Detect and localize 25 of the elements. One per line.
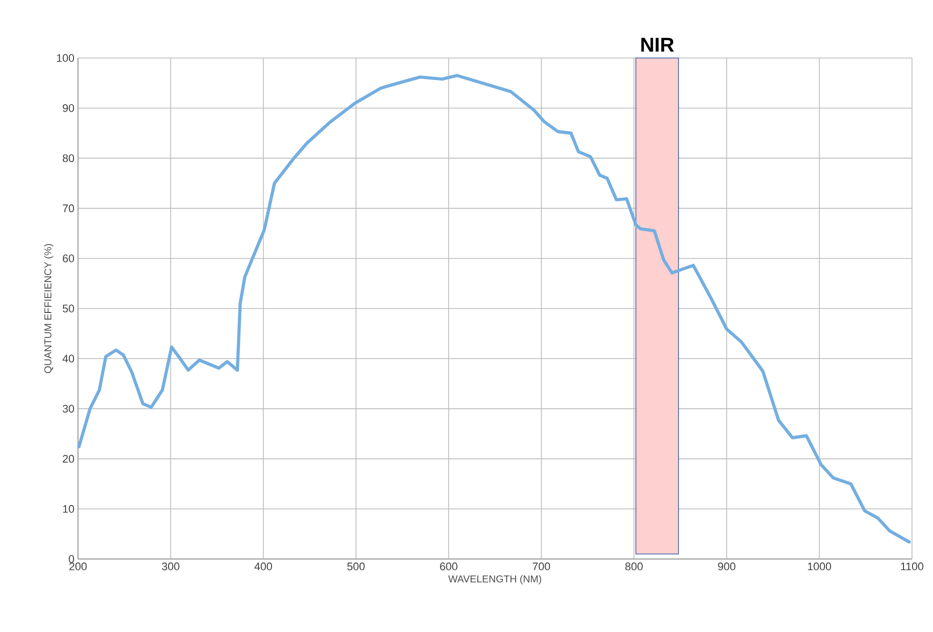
x-tick-label: 400 xyxy=(254,562,272,570)
y-tick-label: 0 xyxy=(68,555,74,563)
band-label: NIR xyxy=(641,38,674,52)
y-tick-label: 70 xyxy=(62,204,74,212)
y-tick-label: 50 xyxy=(62,304,74,312)
x-tick-label: 800 xyxy=(625,562,643,570)
x-tick-label: 200 xyxy=(69,562,87,570)
x-tick-label: 700 xyxy=(532,562,550,570)
y-tick-label: 80 xyxy=(62,154,74,162)
y-tick-label: 100 xyxy=(57,54,74,62)
y-tick-label: 90 xyxy=(62,104,74,112)
x-tick-label: 500 xyxy=(347,562,365,570)
x-tick-label: 1100 xyxy=(901,562,924,570)
y-tick-label: 60 xyxy=(62,254,74,262)
x-axis-title: WAVELENGTH (NM) xyxy=(448,575,542,584)
line-series xyxy=(77,74,911,544)
x-tick-label: 300 xyxy=(162,562,180,570)
y-tick-label: 20 xyxy=(62,454,74,463)
y-tick-label: 10 xyxy=(63,505,74,513)
x-tick-label: 900 xyxy=(718,562,736,570)
y-tick-label: 40 xyxy=(62,354,74,362)
y-axis-title: QUANTUM EFFIEIENCY (%) xyxy=(44,244,54,374)
x-tick-label: 1000 xyxy=(808,562,832,570)
y-tick-label: 30 xyxy=(62,404,74,413)
x-tick-label: 600 xyxy=(440,562,458,570)
